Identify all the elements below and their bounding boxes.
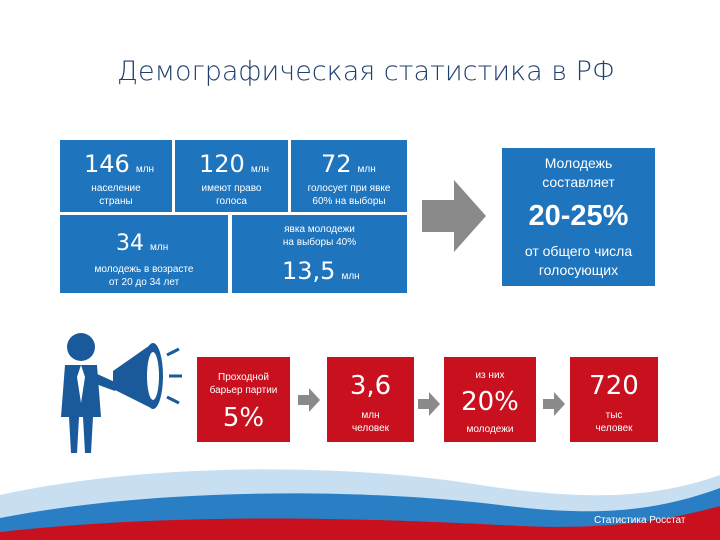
small-arrow-icon-3 — [543, 392, 565, 416]
youth-portion-value: 20% — [461, 387, 519, 417]
small-arrow-icon-2 — [418, 392, 440, 416]
youth-value: 34 — [116, 231, 144, 256]
right-arrow-icon — [422, 180, 486, 252]
stat-box-voters: 120 млн имеют право голоса — [175, 140, 288, 212]
stat-box-population: 146 млн население страны — [60, 140, 172, 212]
party-votes-value: 3,6 — [349, 371, 392, 401]
youth-share-caption-4: голосующих — [538, 262, 619, 278]
population-unit: млн — [135, 164, 155, 175]
voters-caption-2: голоса — [216, 196, 247, 207]
stat-box-party-barrier: Проходной барьер партии 5% — [197, 357, 290, 442]
voters-unit: млн — [250, 164, 270, 175]
party-barrier-caption-1: Проходной — [218, 372, 269, 383]
party-barrier-caption-2: барьер партии — [209, 385, 278, 396]
turnout-unit: млн — [357, 164, 376, 175]
megaphone-speaker-icon — [61, 333, 182, 453]
turnout-value: 72 — [321, 150, 352, 178]
youth-turnout-value: 13,5 — [282, 257, 336, 285]
population-value: 146 — [84, 150, 130, 178]
youth-caption-2: от 20 до 34 лет — [108, 277, 180, 288]
population-caption-2: страны — [99, 196, 133, 207]
turnout-caption-1: голосует при явке — [307, 183, 391, 194]
source-footer: Статистика Росстат — [594, 515, 686, 526]
youth-caption-1: молодежь в возрасте — [94, 264, 194, 275]
stat-box-youth-turnout: явка молодежи на выборы 40% 13,5 млн — [232, 215, 407, 293]
youth-share-caption-3: от общего числа — [524, 243, 633, 259]
voters-caption-1: имеют право — [201, 183, 262, 194]
youth-portion-top: из них — [475, 370, 505, 381]
bottom-wave-decoration — [0, 469, 720, 540]
stat-box-youth-portion: из них 20% молодежи — [444, 357, 536, 442]
youth-turnout-unit: млн — [341, 271, 360, 282]
youth-votes-value: 720 — [589, 371, 639, 401]
youth-turnout-caption-1: явка молодежи — [284, 224, 355, 235]
stat-box-youth: 34 млн молодежь в возрасте от 20 до 34 ле… — [60, 215, 228, 293]
party-votes-caption-2: человек — [351, 423, 390, 434]
party-votes-caption-1: млн — [361, 410, 380, 421]
page-title: Демографическая статистика в РФ — [117, 56, 616, 87]
voters-value: 120 — [199, 150, 245, 178]
population-caption-1: население — [91, 183, 141, 194]
youth-unit: млн — [150, 242, 169, 253]
stat-box-turnout: 72 млн голосует при явке 60% на выборы — [291, 140, 407, 212]
stat-box-youth-share: Молодежь составляет 20-25% от общего чис… — [502, 148, 655, 286]
youth-share-value: 20-25% — [528, 200, 629, 232]
stat-box-party-votes: 3,6 млн человек — [327, 357, 414, 442]
youth-portion-bottom: молодежи — [466, 424, 514, 435]
turnout-caption-2: 60% на выборы — [312, 196, 386, 207]
youth-share-caption-2: составляет — [542, 174, 615, 190]
youth-share-caption-1: Молодежь — [544, 155, 613, 171]
youth-votes-caption-2: человек — [595, 423, 633, 434]
party-barrier-value: 5% — [222, 403, 265, 433]
small-arrow-icon-1 — [298, 388, 320, 412]
youth-turnout-caption-2: на выборы 40% — [282, 237, 357, 248]
stat-box-youth-votes: 720 тыс человек — [570, 357, 658, 442]
youth-votes-caption-1: тыс — [605, 410, 623, 421]
